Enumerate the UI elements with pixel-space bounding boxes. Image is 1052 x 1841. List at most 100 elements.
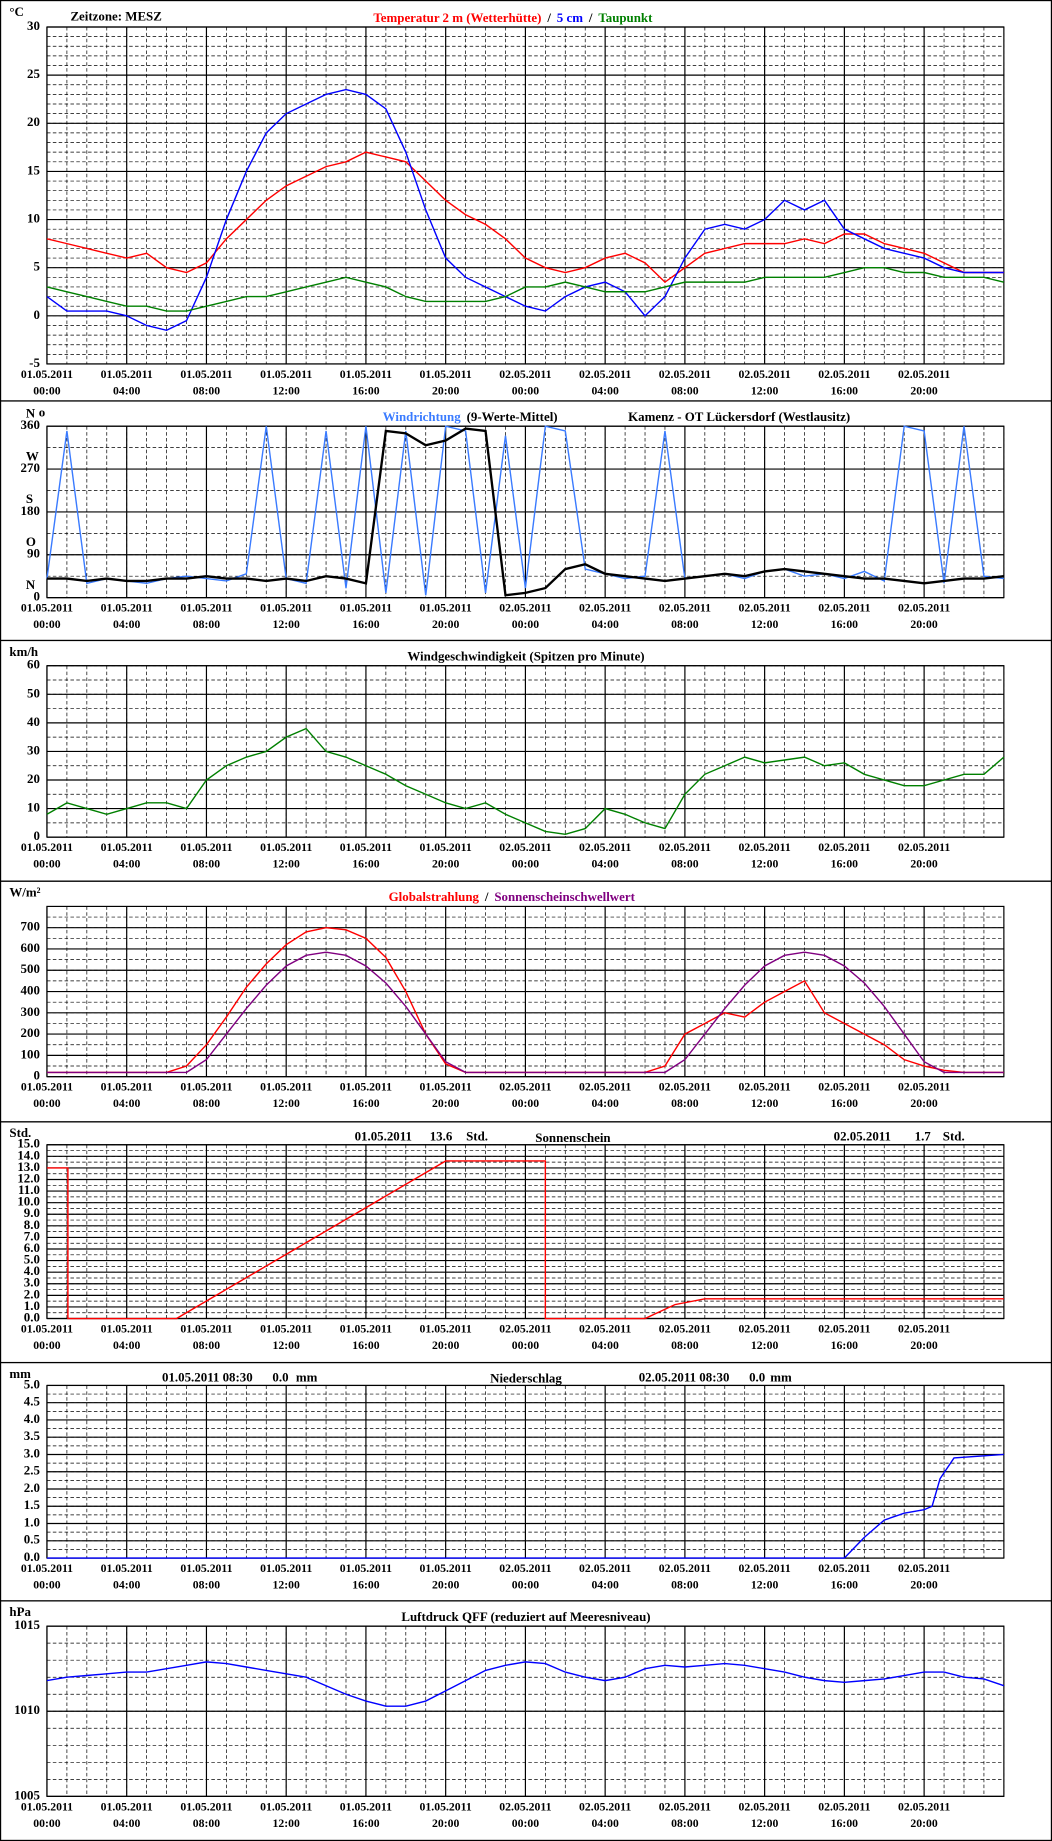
x-tick-label: 01.05.2011 16:00 bbox=[339, 368, 393, 399]
y-tick-label: 13.0 bbox=[17, 1159, 40, 1174]
y-unit: °C bbox=[9, 4, 23, 19]
x-tick-label: 01.05.2011 12:00 bbox=[260, 1081, 313, 1111]
y-tick-label: 9.0 bbox=[24, 1205, 40, 1220]
x-tick-label: 01.05.2011 20:00 bbox=[419, 1801, 472, 1831]
x-tick-label: 02.05.2011 12:00 bbox=[738, 1562, 791, 1593]
x-tick-label: 01.05.2011 08:00 bbox=[180, 368, 233, 399]
y-tick-label: 10 bbox=[27, 800, 40, 815]
x-tick-label: 01.05.2011 04:00 bbox=[100, 368, 153, 399]
y-tick-label: 500 bbox=[21, 961, 40, 976]
series-line bbox=[46, 427, 1005, 597]
x-tick-label: 01.05.2011 20:00 bbox=[419, 368, 472, 399]
y-tick-label: 11.0 bbox=[18, 1182, 40, 1197]
annotation-unit: mm bbox=[296, 1369, 318, 1384]
y-unit: mm bbox=[9, 1366, 31, 1381]
x-tick-label: 02.05.2011 00:00 bbox=[499, 1081, 552, 1111]
y-tick-label: 4.5 bbox=[24, 1394, 40, 1409]
x-tick-label: 02.05.2011 04:00 bbox=[579, 841, 632, 872]
annotation-date: 01.05.2011 08:30 bbox=[162, 1369, 253, 1384]
x-tick-label: 02.05.2011 20:00 bbox=[898, 841, 951, 872]
y-tick-label: 3.0 bbox=[24, 1275, 40, 1290]
compass-label: O bbox=[26, 534, 36, 549]
y-tick-label: 7.0 bbox=[24, 1228, 40, 1243]
y-tick-label: 0 bbox=[33, 307, 39, 322]
y-tick-label: 40 bbox=[27, 714, 40, 729]
y-tick-label: 0 bbox=[33, 828, 39, 843]
y-tick-label: 90 bbox=[27, 546, 40, 561]
x-tick-label: 02.05.2011 04:00 bbox=[579, 1081, 632, 1111]
x-tick-label: 01.05.2011 20:00 bbox=[419, 1081, 472, 1111]
x-tick-label: 01.05.2011 04:00 bbox=[100, 841, 153, 872]
x-tick-label: 02.05.2011 04:00 bbox=[579, 1801, 632, 1831]
x-tick-label: 02.05.2011 08:00 bbox=[658, 368, 711, 399]
annotation-date: 02.05.2011 bbox=[834, 1129, 891, 1144]
plot-frame bbox=[46, 26, 1005, 365]
plot-frame bbox=[46, 665, 1005, 838]
y-tick-label: 15.0 bbox=[17, 1136, 40, 1151]
annotation-unit: mm bbox=[770, 1369, 792, 1384]
chart-title: Niederschlag bbox=[490, 1371, 562, 1386]
title-part: / bbox=[484, 889, 489, 904]
x-tick-label: 02.05.2011 00:00 bbox=[499, 602, 552, 632]
y-tick-label: 10.0 bbox=[17, 1194, 40, 1209]
y-tick-label: 1.5 bbox=[24, 1497, 40, 1512]
x-tick-label: 01.05.2011 20:00 bbox=[419, 602, 472, 632]
compass-label: W bbox=[26, 448, 39, 463]
y-tick-label: 180 bbox=[21, 503, 40, 518]
y-tick-label: 50 bbox=[27, 685, 40, 700]
x-tick-label: 02.05.2011 08:00 bbox=[658, 1323, 711, 1353]
x-tick-label: 02.05.2011 08:00 bbox=[658, 1801, 711, 1831]
y-tick-label: 5.0 bbox=[24, 1376, 40, 1391]
x-tick-label: 02.05.2011 16:00 bbox=[818, 1562, 871, 1593]
x-tick-label: 01.05.2011 16:00 bbox=[339, 1081, 393, 1111]
x-tick-label: 01.05.2011 12:00 bbox=[260, 368, 313, 399]
x-tick-label: 01.05.2011 00:00 bbox=[20, 1081, 74, 1111]
x-tick-label: 01.05.2011 00:00 bbox=[20, 841, 74, 872]
x-tick-label: 02.05.2011 20:00 bbox=[898, 1562, 951, 1593]
plot-frame bbox=[46, 905, 1005, 1078]
series-line bbox=[46, 1453, 1004, 1559]
x-tick-label: 01.05.2011 20:00 bbox=[419, 1562, 472, 1593]
x-tick-label: 01.05.2011 00:00 bbox=[20, 1562, 74, 1593]
x-tick-label: 01.05.2011 12:00 bbox=[260, 1323, 313, 1353]
x-tick-label: 02.05.2011 00:00 bbox=[499, 368, 552, 399]
x-tick-label: 02.05.2011 04:00 bbox=[579, 1562, 632, 1593]
x-tick-label: 01.05.2011 08:00 bbox=[180, 1081, 233, 1111]
x-tick-label: 01.05.2011 04:00 bbox=[100, 1323, 153, 1353]
y-unit: o bbox=[39, 404, 45, 419]
y-tick-label: 360 bbox=[21, 417, 40, 432]
x-tick-label: 02.05.2011 12:00 bbox=[738, 841, 791, 872]
compass-label: N bbox=[26, 577, 36, 592]
y-tick-label: 2.0 bbox=[24, 1480, 40, 1495]
plot-frame bbox=[46, 1144, 1005, 1320]
series-line bbox=[46, 1160, 1004, 1320]
y-tick-label: 60 bbox=[27, 657, 40, 672]
y-tick-label: 30 bbox=[27, 742, 40, 757]
x-tick-label: 01.05.2011 20:00 bbox=[419, 841, 472, 872]
title-part: Temperatur 2 m (Wetterhütte) bbox=[373, 10, 541, 25]
annotation-unit: Std. bbox=[466, 1129, 488, 1144]
y-tick-label: 270 bbox=[21, 460, 40, 475]
y-tick-label: 10 bbox=[27, 211, 40, 226]
x-tick-label: 01.05.2011 08:00 bbox=[180, 602, 233, 632]
x-tick-label: 01.05.2011 12:00 bbox=[260, 602, 313, 632]
y-tick-label: 12.0 bbox=[17, 1170, 40, 1185]
x-tick-label: 02.05.2011 08:00 bbox=[658, 602, 711, 632]
x-tick-label: 02.05.2011 08:00 bbox=[658, 1081, 711, 1111]
annotation-value: 13.6 bbox=[430, 1129, 453, 1144]
y-tick-label: 3.5 bbox=[24, 1428, 40, 1443]
x-tick-label: 01.05.2011 08:00 bbox=[180, 1801, 233, 1831]
y-tick-label: 600 bbox=[21, 940, 40, 955]
series-line bbox=[46, 1661, 1005, 1707]
y-unit: Std. bbox=[9, 1125, 31, 1140]
y-tick-label: 2.0 bbox=[24, 1286, 40, 1301]
x-tick-label: 01.05.2011 16:00 bbox=[339, 1801, 393, 1831]
x-tick-label: 01.05.2011 12:00 bbox=[260, 1801, 313, 1831]
y-tick-label: 400 bbox=[21, 983, 40, 998]
y-tick-label: 0.0 bbox=[24, 1309, 40, 1324]
y-tick-label: 6.0 bbox=[24, 1240, 40, 1255]
x-tick-label: 01.05.2011 12:00 bbox=[260, 1562, 313, 1593]
compass-label: N bbox=[26, 405, 36, 420]
series-line bbox=[46, 727, 1005, 835]
y-unit: hPa bbox=[9, 1604, 31, 1619]
